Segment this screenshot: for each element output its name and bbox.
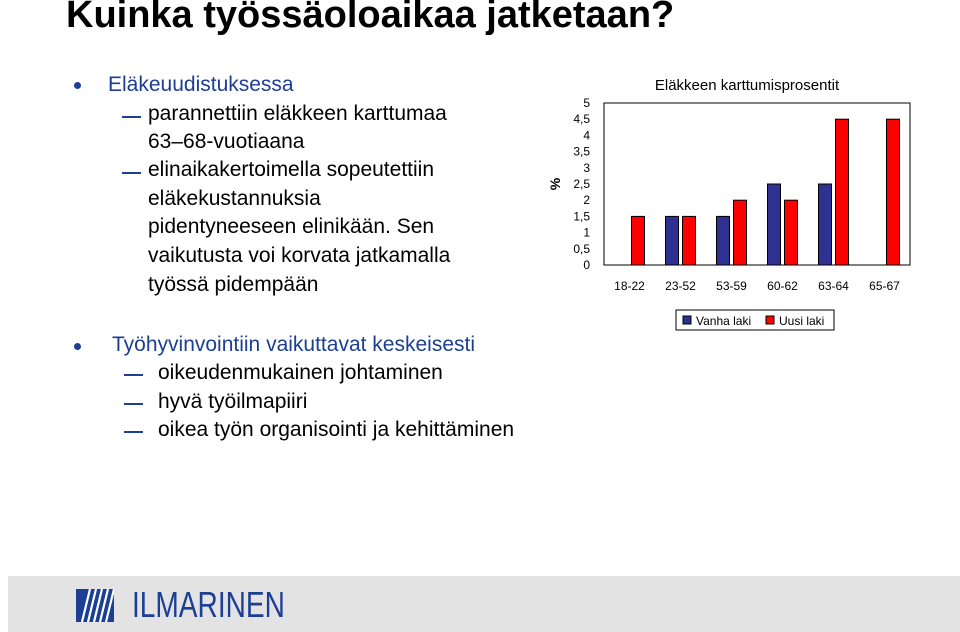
- sub-item: pidentyneeseen elinikään. Sen: [148, 215, 435, 238]
- y-axis-label: %: [547, 177, 563, 190]
- sub-item: elinaikakertoimella sopeutettiin: [148, 158, 434, 181]
- sub-item: vaikutusta voi korvata jatkamalla: [148, 244, 451, 267]
- sub-item: oikea työn organisointi ja kehittäminen: [158, 418, 515, 441]
- legend-swatch: [765, 315, 775, 325]
- bullet-dot: [74, 343, 81, 350]
- y-tick-label: 2: [583, 193, 590, 207]
- legend-label: Uusi laki: [779, 314, 824, 328]
- chart-title: Eläkkeen karttumisprosentit: [655, 77, 840, 94]
- bar-vanha-laki: [665, 215, 679, 266]
- bar-vanha-laki: [818, 183, 832, 266]
- x-tick-label: 53-59: [716, 279, 747, 293]
- legend-label: Vanha laki: [696, 314, 751, 328]
- page-title: Kuinka työssäoloaikaa jatketaan?: [66, 0, 675, 36]
- logo-text: ILMARINEN: [132, 584, 285, 625]
- bar-uusi-laki: [631, 215, 645, 266]
- bar-vanha-laki: [716, 215, 730, 266]
- y-tick-label: 3: [583, 161, 590, 175]
- footer-bar: ILMARINEN: [8, 576, 960, 632]
- bar-vanha-laki: [767, 183, 781, 266]
- dash-marker: [124, 431, 143, 433]
- ilmarinen-logo-icon: [76, 589, 114, 622]
- y-tick-label: 4: [583, 128, 590, 142]
- y-tick-label: 0,5: [573, 242, 590, 256]
- dash-marker: [124, 403, 143, 405]
- x-tick-label: 65-67: [869, 279, 900, 293]
- bar-uusi-laki: [886, 118, 900, 266]
- bar-uusi-laki: [784, 199, 798, 266]
- sub-item: parannettiin eläkkeen karttumaa: [148, 102, 447, 125]
- x-tick-label: 60-62: [767, 279, 798, 293]
- dash-marker: [124, 374, 143, 376]
- y-tick-label: 1: [583, 226, 590, 240]
- x-tick-label: 23-52: [665, 279, 696, 293]
- legend-swatch: [682, 315, 692, 325]
- y-tick-label: 5: [583, 96, 590, 110]
- y-tick-label: 2,5: [573, 177, 590, 191]
- dash-marker: [122, 172, 141, 174]
- bar-uusi-laki: [733, 199, 747, 266]
- y-tick-label: 1,5: [573, 209, 590, 223]
- sub-item: oikeudenmukainen johtaminen: [158, 361, 443, 384]
- sub-item: 63–68-vuotiaana: [148, 130, 305, 153]
- bullet-item: Eläkeuudistuksessa: [108, 73, 294, 96]
- y-tick-label: 4,5: [573, 112, 590, 126]
- x-tick-label: 18-22: [614, 279, 645, 293]
- y-tick-label: 3,5: [573, 145, 590, 159]
- plot-area-frame: [603, 102, 911, 266]
- bar-uusi-laki: [682, 215, 696, 266]
- bullet-dot: [74, 82, 81, 89]
- x-tick-label: 63-64: [818, 279, 849, 293]
- sub-item: eläkekustannuksia: [148, 187, 321, 210]
- dash-marker: [122, 116, 141, 118]
- bullet-item: Työhyvinvointiin vaikuttavat keskeisesti: [112, 333, 475, 356]
- legend-box: [675, 309, 835, 331]
- bar-uusi-laki: [835, 118, 849, 266]
- y-tick-label: 0: [583, 258, 590, 272]
- sub-item: työssä pidempään: [148, 273, 319, 296]
- sub-item: hyvä työilmapiiri: [158, 390, 308, 413]
